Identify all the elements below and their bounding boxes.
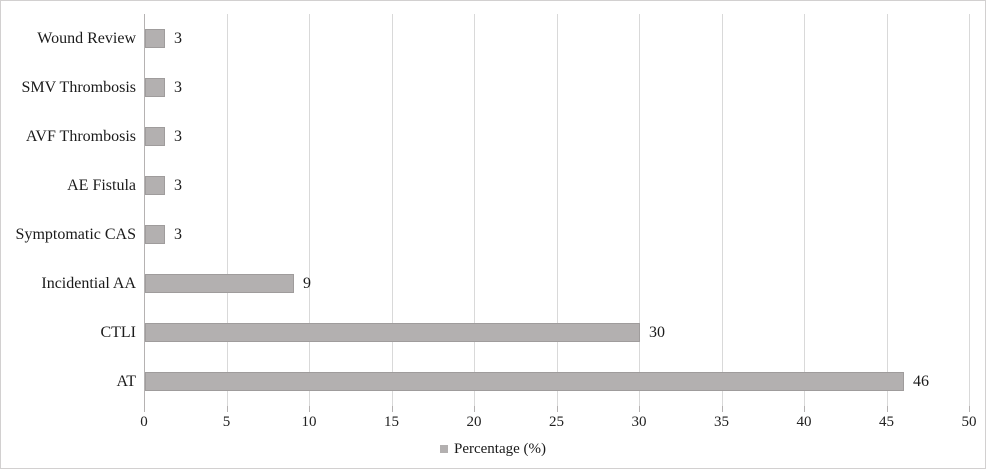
x-tick-label: 5 [222, 414, 231, 430]
bar [145, 78, 165, 97]
gridline [309, 14, 310, 406]
category-label: AVF Thrombosis [25, 127, 136, 145]
legend-swatch-icon [439, 445, 448, 453]
bar-value-label: 3 [174, 225, 182, 243]
gridline [391, 14, 393, 406]
category-label: CTLI [100, 323, 136, 341]
y-axis-line [144, 14, 145, 406]
tick-mark [226, 406, 228, 412]
gridline [474, 14, 475, 406]
bar-value-label: 9 [303, 274, 311, 292]
category-label: Incidential AA [41, 274, 136, 292]
bar-value-label: 3 [174, 29, 182, 47]
legend: Percentage (%) [1, 439, 985, 459]
tick-mark [721, 406, 723, 412]
x-tick-label: 40 [796, 414, 812, 430]
gridline [721, 14, 723, 406]
category-label: Wound Review [37, 29, 136, 47]
x-tick-label: 45 [879, 414, 894, 430]
bar [145, 127, 165, 146]
tick-mark [391, 406, 393, 412]
tick-mark [969, 406, 970, 412]
tick-mark [639, 406, 640, 412]
bar [145, 29, 165, 48]
x-tick-label: 50 [961, 414, 977, 430]
x-tick-label: 15 [384, 414, 399, 430]
x-tick-label: 0 [140, 414, 148, 430]
tick-mark [144, 406, 145, 412]
tick-mark [886, 406, 888, 412]
tick-mark [309, 406, 310, 412]
x-tick-label: 20 [466, 414, 482, 430]
bar [145, 274, 294, 293]
category-label: Symptomatic CAS [15, 225, 136, 243]
x-tick-label: 10 [301, 414, 317, 430]
bar-value-label: 3 [174, 127, 182, 145]
bar [145, 372, 904, 391]
gridline [556, 14, 558, 406]
bar [145, 225, 165, 244]
gridline [639, 14, 640, 406]
tick-mark [804, 406, 805, 412]
gridline [226, 14, 228, 406]
bar-value-label: 46 [913, 372, 929, 390]
tick-mark [474, 406, 475, 412]
bar [145, 323, 640, 342]
x-tick-label: 30 [631, 414, 647, 430]
x-tick-label: 25 [549, 414, 564, 430]
category-label: AT [116, 372, 136, 390]
bar-value-label: 3 [174, 176, 182, 194]
category-label: AE Fistula [67, 176, 136, 194]
x-tick-label: 35 [714, 414, 729, 430]
gridline [969, 14, 970, 406]
tick-mark [556, 406, 558, 412]
bar [145, 176, 165, 195]
gridline [886, 14, 888, 406]
bar-value-label: 30 [649, 323, 665, 341]
category-label: SMV Thrombosis [21, 78, 136, 96]
legend-label: Percentage (%) [453, 440, 547, 457]
bar-value-label: 3 [174, 78, 182, 96]
gridline [804, 14, 805, 406]
